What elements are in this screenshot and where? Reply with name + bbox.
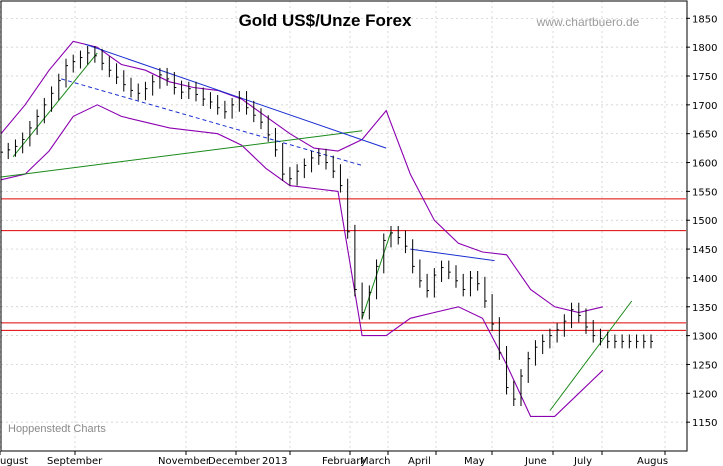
watermark: www.chartbuero.de <box>536 15 640 29</box>
x-tick-label: May <box>464 456 485 466</box>
grid <box>0 1 686 451</box>
credit-text: Hoppenstedt Charts <box>8 423 106 435</box>
x-tick-label: July <box>573 456 592 466</box>
y-axis-ticks: 1150 1200 1250 1300 1350 1400 1450 1500 1550 1600… <box>686 14 717 429</box>
y-tick-label: 1450 <box>692 245 717 256</box>
y-tick-label: 1400 <box>692 274 717 285</box>
y-tick-label: 1800 <box>692 43 717 54</box>
support-lines <box>1 198 686 331</box>
y-tick-label: 1250 <box>692 360 717 371</box>
blue-downtrend <box>85 43 387 149</box>
trend-lines <box>0 43 633 411</box>
blue-dashed-downtrend <box>61 78 363 166</box>
y-tick-label: 1600 <box>692 159 717 170</box>
x-tick-label: 2013 <box>262 456 287 466</box>
y-tick-label: 1700 <box>692 101 717 112</box>
x-tick-label: November <box>158 456 211 466</box>
y-tick-label: 1200 <box>692 389 717 400</box>
y-tick-label: 1500 <box>692 216 717 227</box>
x-tick-label: April <box>408 456 431 466</box>
y-tick-label: 1150 <box>692 418 717 429</box>
x-tick-label: December <box>208 456 261 466</box>
x-tick-label: June <box>524 456 547 466</box>
y-tick-label: 1850 <box>692 14 717 25</box>
chart-title: Gold US$/Unze Forex <box>239 11 412 30</box>
ohlc-bars <box>0 46 653 406</box>
x-tick-label: ugust <box>0 456 28 466</box>
y-tick-label: 1750 <box>692 72 717 83</box>
y-tick-label: 1300 <box>692 332 717 343</box>
y-tick-label: 1350 <box>692 303 717 314</box>
x-tick-label: Augus <box>637 456 668 466</box>
x-tick-label: February <box>322 456 366 466</box>
green-uptrend-2 <box>12 52 98 158</box>
y-tick-label: 1650 <box>692 130 717 141</box>
y-tick-label: 1550 <box>692 187 717 198</box>
x-tick-label: September <box>47 456 103 466</box>
bollinger-bands <box>0 40 604 417</box>
upper-band-line <box>0 40 604 314</box>
green-uptrend-1 <box>0 130 363 178</box>
x-tick-label: March <box>360 456 390 466</box>
lower-band-line <box>0 104 604 417</box>
blue-flag-line <box>410 248 495 262</box>
plot-frame <box>0 0 688 452</box>
green-uptrend-4 <box>549 300 633 411</box>
